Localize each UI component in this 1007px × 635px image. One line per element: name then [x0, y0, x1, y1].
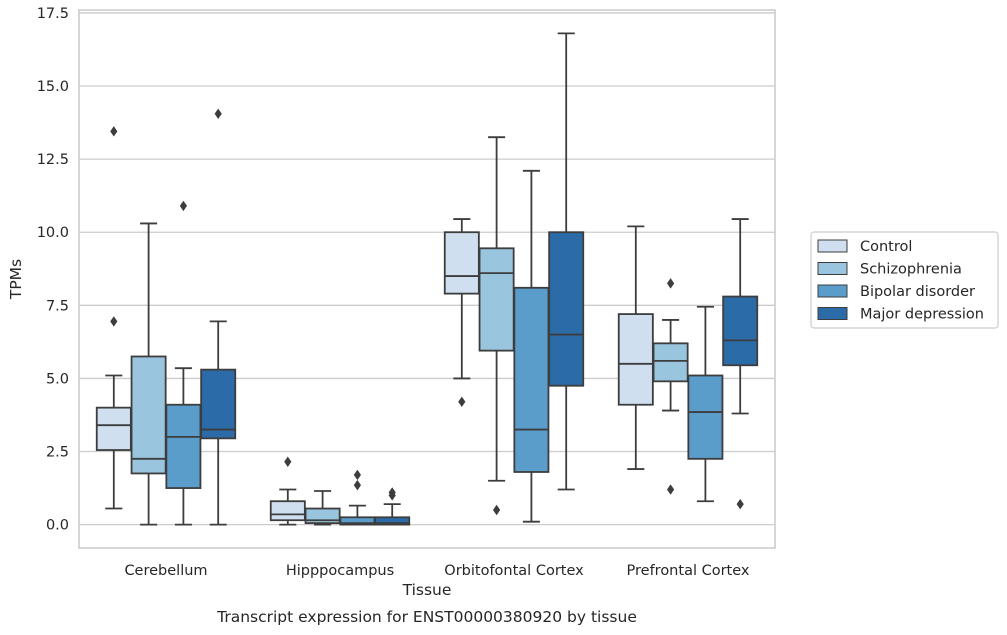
box-body [374, 516, 411, 526]
legend-label: Major depression [860, 307, 984, 323]
box-body [165, 403, 202, 489]
outlier-point [458, 396, 466, 408]
chart-title: Transcript expression for ENST0000038092… [216, 608, 637, 626]
outlier-point [353, 469, 361, 481]
box-body [722, 295, 759, 367]
box-2-3 [548, 32, 585, 491]
outlier-point [214, 108, 222, 119]
y-tick-label: 2.5 [46, 445, 69, 461]
box-body [443, 231, 480, 295]
outlier-point [110, 126, 118, 137]
box-body [95, 406, 132, 451]
legend-label: Control [860, 239, 912, 255]
box-body [513, 286, 550, 473]
box-3-1 [652, 278, 689, 495]
y-tick-label: 17.5 [37, 6, 69, 22]
x-tick-label: Hipppocampus [286, 563, 394, 579]
box-body [548, 231, 585, 387]
x-tick-label: Orbitofontal Cortex [444, 563, 584, 579]
legend-frame [810, 231, 999, 329]
outlier-point [110, 316, 118, 327]
box-body [269, 500, 306, 522]
box-0-0 [95, 126, 132, 510]
box-body [617, 313, 654, 406]
legend-swatch [817, 307, 848, 320]
y-tick-label: 7.5 [46, 298, 69, 314]
x-tick-labels: Cerebellum Hipppocampus Orbitofontal Corte… [124, 563, 749, 579]
outlier-point [736, 498, 744, 510]
outlier-point [388, 487, 396, 498]
outlier-point [353, 479, 361, 491]
y-tick-label: 5.0 [46, 371, 69, 387]
boxes-layer [95, 32, 759, 526]
box-0-2 [165, 200, 202, 526]
legend-swatch [817, 262, 848, 275]
plot-area [78, 9, 776, 549]
box-1-0 [269, 456, 306, 526]
y-tick-label: 12.5 [37, 152, 69, 168]
box-2-0 [443, 218, 480, 408]
y-axis-title: TPMs [7, 259, 25, 300]
box-0-1 [130, 222, 167, 526]
outlier-point [493, 504, 501, 516]
outlier-point [667, 484, 675, 495]
box-body [478, 247, 515, 352]
box-2-1 [478, 136, 515, 516]
box-0-3 [200, 108, 237, 526]
box-1-2 [339, 469, 376, 526]
box-3-3 [722, 218, 759, 510]
legend-label: Schizophrenia [860, 262, 962, 278]
box-body [200, 368, 237, 440]
outlier-point [284, 456, 292, 467]
box-2-2 [513, 169, 550, 523]
box-3-2 [687, 305, 724, 503]
box-1-1 [304, 490, 341, 526]
y-tick-label: 15.0 [37, 79, 69, 95]
box-body [687, 374, 724, 460]
box-body [130, 355, 167, 475]
y-tick-label: 0.0 [46, 518, 69, 534]
x-axis-title: Tissue [402, 581, 452, 599]
legend-swatch [817, 239, 848, 253]
x-tick-label: Prefrontal Cortex [627, 563, 750, 579]
legend: Control Schizophrenia Bipolar disorder Majo… [810, 231, 999, 329]
x-tick-label: Cerebellum [124, 563, 207, 579]
y-tick-label: 10.0 [37, 225, 69, 241]
box-body [652, 342, 689, 383]
outlier-point [667, 278, 675, 289]
box-1-3 [374, 487, 411, 526]
legend-label: Bipolar disorder [860, 284, 975, 300]
legend-swatch [817, 284, 848, 298]
box-3-0 [617, 225, 654, 470]
outlier-point [179, 200, 187, 212]
y-tick-labels: 0.0 2.5 5.0 7.5 10.0 12.5 15.0 17.5 [37, 6, 69, 534]
